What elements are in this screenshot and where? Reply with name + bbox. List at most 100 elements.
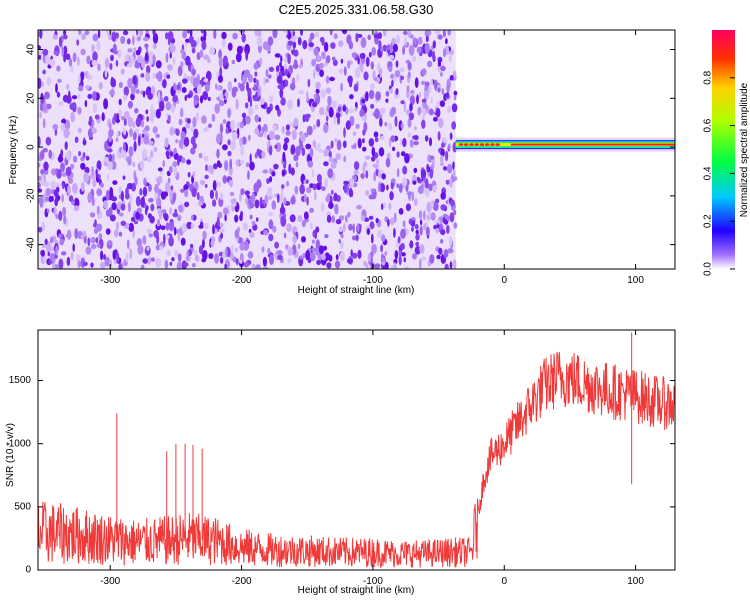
noise-speck bbox=[240, 145, 244, 157]
noise-speck bbox=[403, 102, 407, 113]
noise-speck bbox=[374, 108, 380, 120]
noise-speck bbox=[446, 224, 450, 234]
noise-speck bbox=[216, 148, 220, 159]
noise-speck bbox=[38, 136, 41, 147]
noise-speck bbox=[352, 131, 357, 136]
noise-speck bbox=[124, 192, 130, 200]
noise-speck bbox=[279, 87, 284, 99]
noise-speck bbox=[281, 202, 284, 213]
noise-speck bbox=[67, 174, 71, 181]
x-tick-label: 0 bbox=[501, 275, 507, 286]
noise-speck bbox=[316, 259, 321, 266]
noise-speck bbox=[387, 218, 390, 227]
noise-speck bbox=[288, 64, 294, 75]
noise-speck bbox=[241, 112, 247, 119]
noise-speck bbox=[168, 236, 174, 247]
noise-speck bbox=[63, 30, 67, 36]
noise-speck bbox=[335, 254, 339, 261]
noise-speck bbox=[416, 94, 419, 105]
noise-speck bbox=[452, 169, 456, 178]
noise-speck bbox=[416, 176, 421, 182]
noise-speck bbox=[258, 117, 261, 122]
noise-speck bbox=[334, 138, 338, 143]
noise-speck bbox=[157, 90, 161, 102]
noise-speck bbox=[107, 240, 113, 246]
noise-speck bbox=[254, 127, 259, 135]
noise-speck bbox=[227, 139, 231, 146]
noise-speck bbox=[184, 189, 189, 198]
noise-speck bbox=[410, 89, 415, 95]
noise-speck bbox=[414, 126, 417, 131]
noise-speck bbox=[445, 38, 448, 45]
noise-speck bbox=[249, 161, 255, 171]
noise-speck bbox=[95, 237, 99, 244]
noise-speck bbox=[335, 153, 341, 160]
noise-speck bbox=[274, 53, 281, 58]
noise-speck bbox=[173, 226, 177, 236]
noise-speck bbox=[339, 251, 345, 262]
noise-speck bbox=[374, 263, 381, 269]
noise-speck bbox=[126, 38, 131, 45]
noise-speck bbox=[148, 197, 154, 203]
noise-speck bbox=[269, 168, 272, 174]
noise-speck bbox=[78, 74, 81, 84]
noise-speck bbox=[449, 132, 453, 140]
noise-speck bbox=[328, 107, 334, 118]
noise-speck bbox=[294, 185, 299, 195]
noise-speck bbox=[202, 91, 209, 101]
noise-speck bbox=[261, 126, 265, 134]
noise-speck bbox=[160, 225, 166, 230]
noise-speck bbox=[352, 252, 358, 259]
noise-speck bbox=[437, 60, 441, 68]
noise-speck bbox=[440, 72, 443, 77]
noise-speck bbox=[407, 61, 412, 71]
noise-speck bbox=[61, 251, 67, 256]
noise-speck bbox=[448, 236, 453, 246]
noise-speck bbox=[235, 98, 239, 110]
y-tick-label: 500 bbox=[14, 501, 31, 512]
noise-speck bbox=[127, 100, 133, 109]
noise-speck bbox=[147, 140, 154, 146]
noise-speck bbox=[175, 128, 180, 136]
noise-speck bbox=[318, 148, 323, 153]
noise-speck bbox=[290, 144, 296, 155]
noise-speck bbox=[343, 127, 346, 138]
noise-speck bbox=[409, 139, 414, 148]
noise-speck bbox=[341, 30, 346, 33]
noise-speck bbox=[315, 247, 319, 256]
noise-speck bbox=[123, 127, 127, 136]
noise-speck bbox=[66, 229, 72, 240]
noise-speck bbox=[335, 112, 341, 119]
noise-speck bbox=[289, 82, 296, 91]
noise-speck bbox=[111, 196, 117, 202]
noise-speck bbox=[85, 155, 90, 161]
colorbar-tick-label: 0.4 bbox=[703, 166, 714, 180]
noise-speck bbox=[38, 77, 42, 89]
noise-speck bbox=[159, 245, 164, 250]
noise-speck bbox=[251, 263, 256, 269]
y-tick-label: 1500 bbox=[9, 375, 32, 386]
noise-speck bbox=[338, 40, 344, 48]
noise-speck bbox=[100, 182, 104, 188]
noise-speck bbox=[446, 84, 450, 94]
noise-speck bbox=[275, 104, 280, 111]
noise-speck bbox=[430, 78, 433, 87]
noise-speck bbox=[409, 102, 413, 112]
noise-speck bbox=[437, 34, 443, 40]
noise-speck bbox=[382, 44, 388, 52]
noise-speck bbox=[85, 246, 92, 255]
noise-speck bbox=[398, 249, 402, 257]
noise-speck bbox=[205, 164, 208, 172]
noise-speck bbox=[313, 69, 316, 79]
noise-speck bbox=[174, 249, 179, 258]
noise-speck bbox=[280, 55, 283, 63]
noise-speck bbox=[267, 247, 271, 255]
noise-speck bbox=[181, 52, 186, 60]
noise-speck bbox=[321, 186, 326, 192]
noise-speck bbox=[257, 87, 260, 98]
noise-speck bbox=[38, 162, 41, 168]
noise-speck bbox=[44, 91, 50, 100]
noise-speck bbox=[63, 215, 67, 225]
x-tick-label: -100 bbox=[363, 275, 383, 286]
noise-speck bbox=[304, 193, 307, 203]
